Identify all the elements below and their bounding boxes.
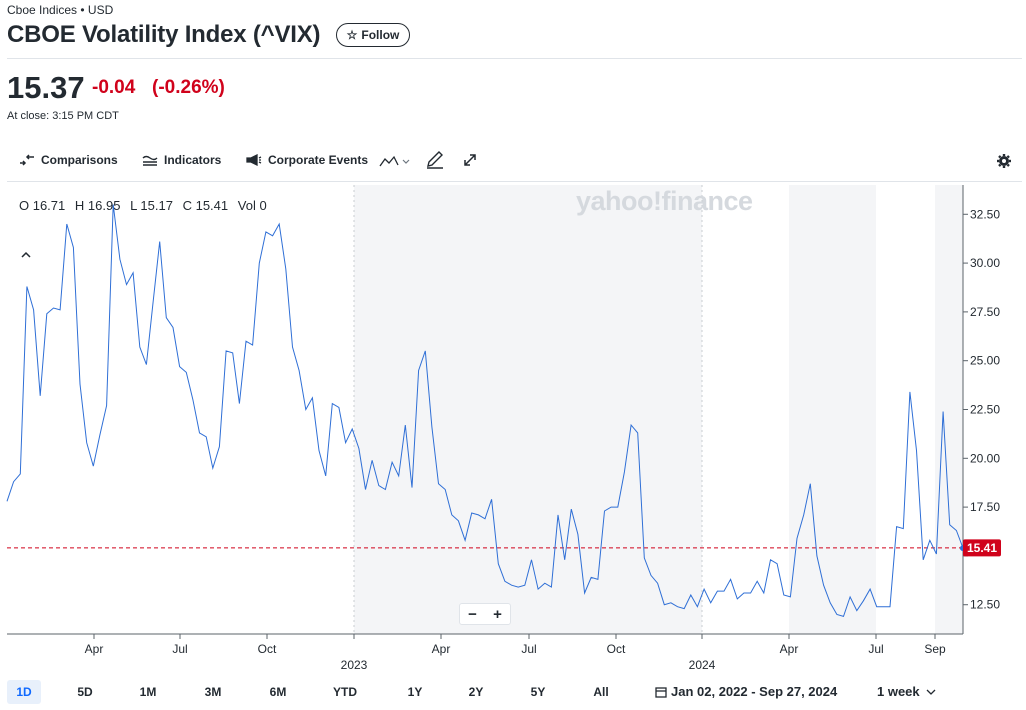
range-button-6m[interactable]: 6M (269, 685, 287, 699)
y-tick-label: 12.50 (970, 598, 1000, 612)
range-button-1d[interactable]: 1D (7, 680, 41, 704)
date-range-label: Jan 02, 2022 - Sep 27, 2024 (671, 684, 838, 699)
quote-price: 15.37 (7, 70, 85, 105)
follow-button[interactable]: ☆ Follow (336, 23, 410, 47)
ohlc-open: O 16.71 (19, 198, 66, 213)
range-button-ytd[interactable]: YTD (333, 685, 357, 699)
x-tick-label: 2024 (689, 658, 716, 672)
vix-series-line (6, 204, 964, 618)
x-tick-label: Jul (172, 642, 187, 656)
x-tick-label: Apr (85, 642, 104, 656)
range-button-5y[interactable]: 5Y (530, 685, 546, 699)
x-tick-label: Oct (258, 642, 277, 656)
x-tick-label: Oct (607, 642, 626, 656)
zoom-out-button[interactable]: − (468, 605, 477, 623)
x-tick-label: 2023 (341, 658, 368, 672)
ohlc-high: H 16.95 (74, 198, 121, 213)
star-icon: ☆ (346, 28, 358, 42)
comparisons-icon (20, 154, 34, 166)
page-title: CBOE Volatility Index (^VIX) (7, 21, 321, 48)
follow-label: Follow (361, 28, 400, 42)
range-button-all[interactable]: All (593, 685, 609, 699)
divider (7, 181, 1022, 182)
x-tick-label: Apr (432, 642, 451, 656)
comparisons-label: Comparisons (41, 153, 118, 167)
collapse-legend-button[interactable] (20, 245, 32, 263)
x-tick-label: Jul (521, 642, 536, 656)
indicators-icon (142, 155, 158, 166)
indicators-button[interactable]: Indicators (142, 153, 221, 167)
ohlc-volume: Vol 0 (237, 198, 267, 213)
ohlc-close: C 15.41 (182, 198, 229, 213)
interval-select[interactable]: 1 week (877, 684, 936, 699)
range-button-3m[interactable]: 3M (204, 685, 222, 699)
range-button-2y[interactable]: 2Y (468, 685, 484, 699)
y-tick-label: 27.50 (970, 305, 1000, 319)
period-shade (789, 185, 876, 634)
x-tick-label: Jul (868, 642, 883, 656)
calendar-icon (655, 686, 667, 698)
corporate-events-button[interactable]: Corporate Events (246, 153, 368, 167)
breadcrumb: Cboe Indices • USD (7, 3, 114, 17)
expand-icon (464, 154, 476, 166)
period-shade (935, 185, 963, 634)
range-button-5d[interactable]: 5D (77, 685, 93, 699)
x-tick-label: Sep (924, 642, 946, 656)
comparisons-button[interactable]: Comparisons (19, 153, 118, 167)
y-tick-label: 20.00 (970, 451, 1000, 465)
y-tick-label: 17.50 (970, 500, 1000, 514)
interval-label: 1 week (877, 684, 920, 699)
fullscreen-button[interactable] (463, 153, 477, 172)
close-time: At close: 3:15 PM CDT (7, 110, 119, 122)
range-button-1m[interactable]: 1M (139, 685, 157, 699)
chevron-up-icon (21, 251, 31, 258)
chevron-down-icon (926, 689, 936, 695)
quote-change: -0.04 (92, 77, 136, 98)
quote-change-percent: (-0.26%) (152, 77, 225, 98)
y-tick-label: 25.00 (970, 354, 1000, 368)
chart-type-button[interactable] (379, 154, 411, 173)
draw-button[interactable] (425, 150, 445, 175)
price-chart[interactable]: 12.50 17.50 20.00 22.50 25.00 27.50 30.00 32.50… (0, 182, 1026, 680)
megaphone-icon (246, 154, 262, 166)
pencil-icon (427, 151, 443, 169)
y-tick-label: 22.50 (970, 403, 1000, 417)
period-shade (354, 185, 702, 634)
indicators-label: Indicators (164, 153, 222, 167)
corporate-events-label: Corporate Events (268, 153, 369, 167)
ohlc-readout: O 16.71 H 16.95 L 15.17 C 15.41 Vol 0 (19, 198, 273, 213)
line-chart-icon (379, 155, 410, 167)
y-tick-label: 32.50 (970, 207, 1000, 221)
zoom-controls: − + (459, 603, 511, 625)
settings-button[interactable] (996, 153, 1012, 174)
svg-text:15.41: 15.41 (967, 541, 997, 555)
gear-icon (997, 154, 1011, 168)
range-button-1y[interactable]: 1Y (407, 685, 423, 699)
x-tick-label: Apr (780, 642, 799, 656)
yahoo-finance-watermark: yahoo!finance (576, 186, 753, 216)
date-range-button[interactable]: Jan 02, 2022 - Sep 27, 2024 (655, 684, 837, 699)
zoom-in-button[interactable]: + (493, 605, 502, 623)
y-tick-label: 30.00 (970, 256, 1000, 270)
last-price-tag: 15.41 (963, 539, 1001, 557)
divider (7, 58, 1022, 59)
ohlc-low: L 15.17 (130, 198, 173, 213)
